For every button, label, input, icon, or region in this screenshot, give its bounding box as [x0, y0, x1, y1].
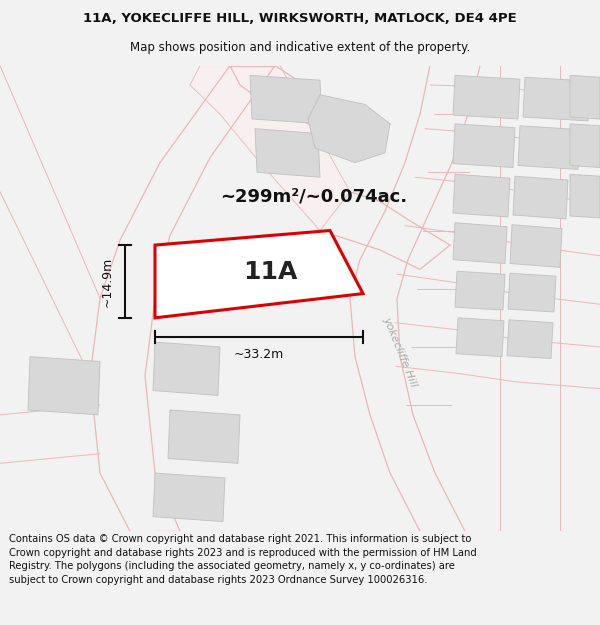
Polygon shape [255, 129, 320, 177]
Text: ~299m²/~0.074ac.: ~299m²/~0.074ac. [220, 188, 407, 206]
Polygon shape [453, 76, 520, 119]
Polygon shape [153, 342, 220, 396]
Polygon shape [513, 176, 568, 219]
Polygon shape [153, 473, 225, 521]
Polygon shape [28, 357, 100, 415]
Polygon shape [155, 231, 363, 318]
Polygon shape [455, 271, 505, 310]
Polygon shape [456, 318, 504, 357]
Text: Contains OS data © Crown copyright and database right 2021. This information is : Contains OS data © Crown copyright and d… [9, 534, 477, 585]
Polygon shape [570, 174, 600, 218]
Polygon shape [190, 66, 350, 231]
Text: ~33.2m: ~33.2m [234, 348, 284, 361]
Polygon shape [570, 76, 600, 119]
Polygon shape [453, 174, 510, 217]
Text: ~14.9m: ~14.9m [101, 256, 113, 307]
Polygon shape [570, 124, 600, 168]
Text: 11A: 11A [244, 260, 298, 284]
Polygon shape [453, 124, 515, 168]
Polygon shape [250, 76, 322, 124]
Polygon shape [523, 78, 590, 121]
Text: 11A, YOKECLIFFE HILL, WIRKSWORTH, MATLOCK, DE4 4PE: 11A, YOKECLIFFE HILL, WIRKSWORTH, MATLOC… [83, 12, 517, 25]
Text: yokecliffe Hill: yokecliffe Hill [382, 315, 419, 388]
Polygon shape [508, 273, 556, 312]
Text: Map shows position and indicative extent of the property.: Map shows position and indicative extent… [130, 41, 470, 54]
Polygon shape [308, 95, 390, 162]
Polygon shape [453, 222, 507, 264]
Polygon shape [510, 225, 562, 268]
Polygon shape [507, 320, 553, 359]
Polygon shape [168, 410, 240, 463]
Polygon shape [518, 126, 580, 169]
